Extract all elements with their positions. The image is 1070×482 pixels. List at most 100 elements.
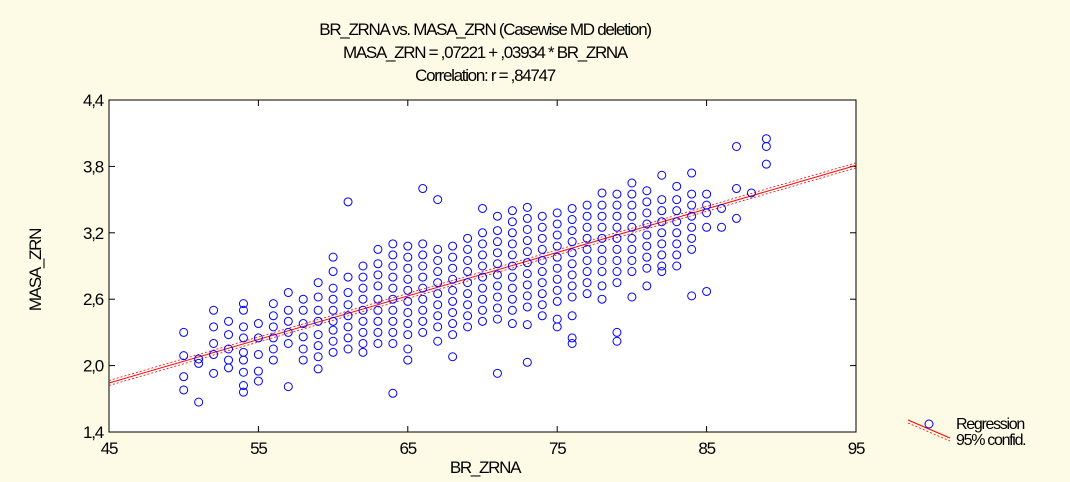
plot-area [108,99,857,433]
data-point [328,267,338,277]
data-point [492,211,502,221]
data-point [463,233,473,243]
data-point [313,341,323,351]
data-point [224,363,234,373]
data-point [702,208,712,218]
data-point [358,347,368,357]
data-point [328,294,338,304]
data-point [537,244,547,254]
data-point [522,280,532,290]
data-point [179,385,189,395]
data-point [567,311,577,321]
data-point [627,267,637,277]
data-point [388,239,398,249]
data-point [657,228,667,238]
data-point [507,239,517,249]
data-point [507,272,517,282]
data-point [627,255,637,265]
data-point [418,294,428,304]
data-point [478,272,487,282]
data-point [298,305,308,315]
data-point [224,316,234,326]
data-point [597,222,607,232]
data-point [522,258,532,268]
data-point [582,289,592,299]
data-point [433,289,443,299]
data-point [373,294,383,304]
data-point [567,237,577,247]
data-point [597,200,607,210]
data-point [328,283,338,293]
data-point [642,263,652,273]
data-point [283,382,293,392]
data-point [403,319,413,329]
data-point [657,206,667,216]
x-tick-label: 45 [101,439,118,458]
data-point [418,239,428,249]
legend-point-marker [924,419,934,429]
legend-regression-line [907,419,951,439]
data-point [657,217,667,227]
data-point [597,281,607,291]
data-point [492,259,502,269]
data-point [403,252,413,262]
data-point [283,316,293,326]
data-point [388,272,398,282]
data-point [507,261,517,271]
data-point [373,244,383,254]
data-point [478,294,487,304]
data-point [492,303,502,313]
data-point [224,344,234,354]
data-point [313,352,323,362]
data-point [552,252,562,262]
data-point [448,352,458,362]
data-point [717,222,727,232]
data-point [612,200,622,210]
data-point [373,316,383,326]
data-point [597,294,607,304]
data-point [268,355,278,365]
data-point [403,274,413,284]
data-point [522,357,532,367]
data-point [612,278,622,288]
data-point [388,261,398,271]
data-point [418,184,428,194]
data-point [463,311,473,321]
data-point [373,305,383,315]
data-point [328,325,338,335]
data-point [582,200,592,210]
data-point [433,195,443,205]
data-point [253,376,263,386]
data-point [343,344,353,354]
data-point [238,387,248,397]
data-point [582,278,592,288]
data-point [687,189,697,199]
data-point [507,250,517,260]
data-point [507,283,517,293]
data-point [627,200,637,210]
data-point [448,319,458,329]
data-point [672,181,682,191]
y-tick-label: 4,4 [83,91,104,110]
data-point [672,239,682,249]
data-point [433,278,443,288]
data-point [537,289,547,299]
data-point [552,208,562,218]
data-point [418,305,428,315]
data-point [313,278,323,288]
data-point [403,296,413,306]
data-point [537,222,547,232]
data-point [463,300,473,310]
data-point [687,244,697,254]
data-point [478,316,487,326]
data-point [761,159,771,169]
data-point [358,305,368,315]
data-point [373,338,383,348]
data-point [253,319,263,329]
data-point [478,283,487,293]
data-point [238,333,248,343]
data-point [627,233,637,243]
data-point [298,355,308,365]
regression-equation: MASA_ZRN = ,07221 + ,03934 * BR_ZRNA [343,43,628,62]
data-point [313,330,323,340]
